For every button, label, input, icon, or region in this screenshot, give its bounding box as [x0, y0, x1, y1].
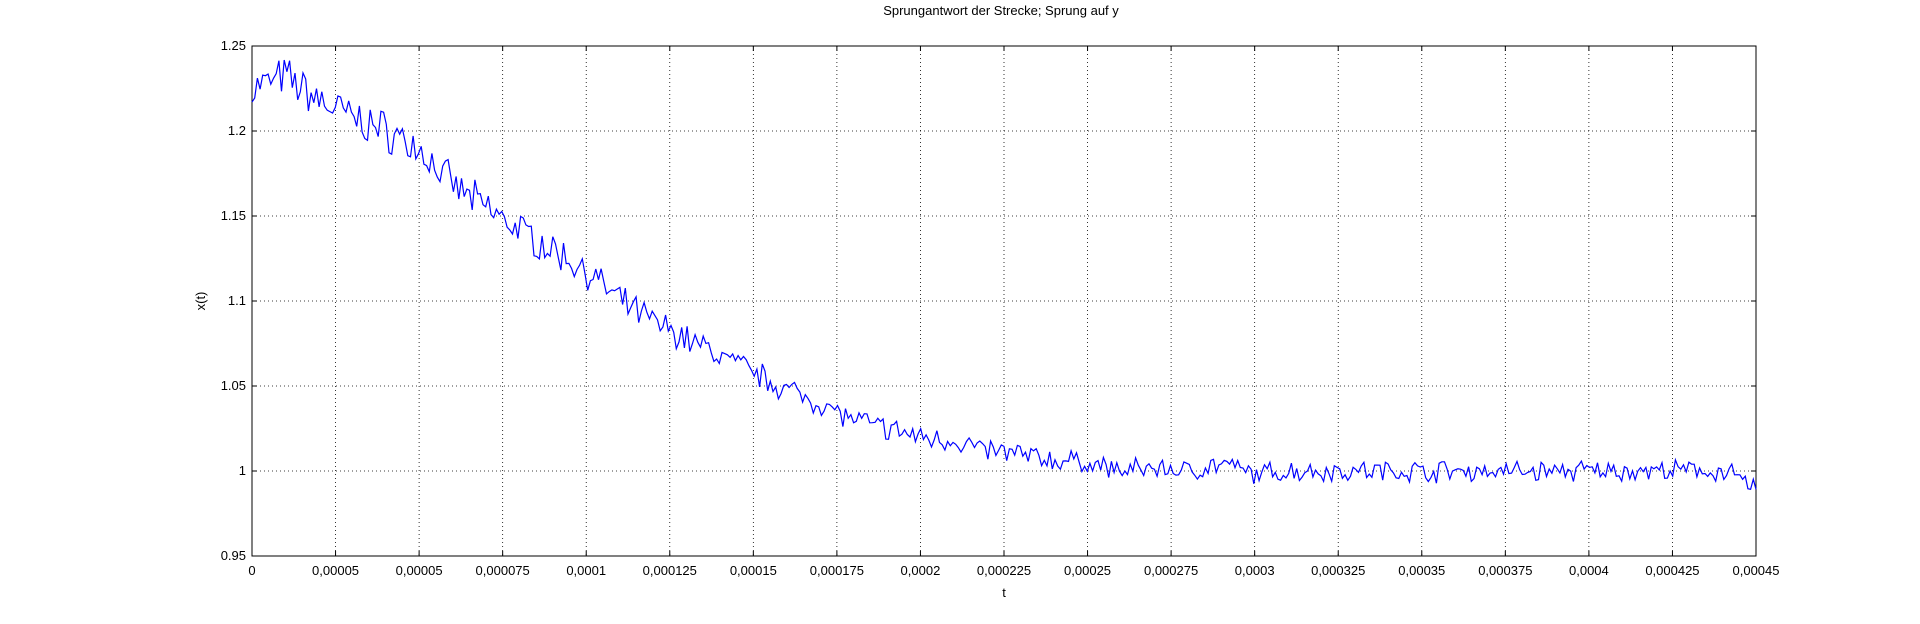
y-tick-label: 1.1 — [228, 293, 246, 308]
y-axis-tick-labels: 0.95 1 1.05 1.1 1.15 1.2 1.25 — [221, 38, 246, 563]
x-tick-label: 0,000225 — [977, 563, 1031, 578]
x-tick-label: 0,000375 — [1478, 563, 1532, 578]
x-tick-label: 0,00025 — [1064, 563, 1111, 578]
y-axis-label: x(t) — [193, 292, 208, 311]
x-axis-tick-labels: 0 0,00005 0,00005 0,000075 0,0001 0,000125 0,0… — [248, 563, 1779, 578]
x-tick-label: 0,000125 — [643, 563, 697, 578]
y-tick-label: 1.05 — [221, 378, 246, 393]
x-tick-label: 0,00005 — [312, 563, 359, 578]
x-axis-label: t — [1002, 585, 1006, 600]
grid-layer — [252, 46, 1756, 556]
y-tick-label: 1 — [239, 463, 246, 478]
y-tick-label: 1.15 — [221, 208, 246, 223]
x-tick-label: 0,0004 — [1569, 563, 1609, 578]
chart-title: Sprungantwort der Strecke; Sprung auf y — [883, 3, 1119, 18]
x-tick-label: 0 — [248, 563, 255, 578]
x-tick-label: 0,00045 — [1733, 563, 1780, 578]
x-tick-label: 0,00035 — [1398, 563, 1445, 578]
y-tick-label: 1.25 — [221, 38, 246, 53]
x-tick-label: 0,0001 — [566, 563, 606, 578]
x-tick-label: 0,00005 — [396, 563, 443, 578]
x-tick-label: 0,000425 — [1645, 563, 1699, 578]
x-tick-label: 0,0003 — [1235, 563, 1275, 578]
series-line — [251, 59, 1757, 491]
y-tick-label: 1.2 — [228, 123, 246, 138]
x-tick-label: 0,0002 — [901, 563, 941, 578]
axis-ticks — [251, 45, 1757, 557]
x-tick-label: 0,00015 — [730, 563, 777, 578]
x-tick-label: 0,000325 — [1311, 563, 1365, 578]
x-tick-label: 0,000275 — [1144, 563, 1198, 578]
x-tick-label: 0,000075 — [476, 563, 530, 578]
y-tick-label: 0.95 — [221, 548, 246, 563]
x-tick-label: 0,000175 — [810, 563, 864, 578]
